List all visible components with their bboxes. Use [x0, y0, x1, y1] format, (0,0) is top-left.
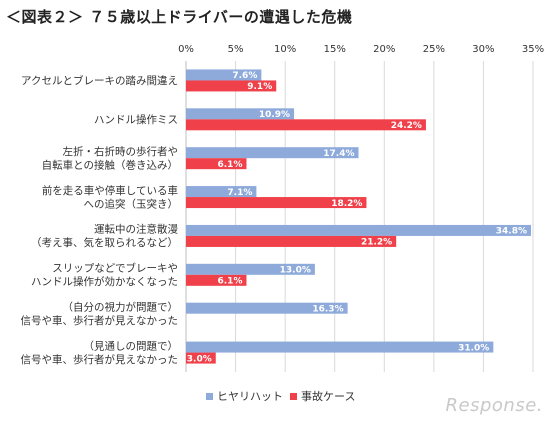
x-tick-label: 20% [373, 44, 395, 55]
category-label: 運転中の注意散漫 [94, 223, 178, 236]
chart-title: ＜図表２＞ ７５歳以上ドライバーの遭遇した危機 [6, 8, 353, 26]
legend-swatch [206, 393, 213, 400]
bar [186, 263, 315, 275]
data-label: 7.6% [232, 71, 257, 81]
bar [186, 274, 247, 286]
category-labels: アクセルとブレーキの踏み間違えハンドル操作ミス左折・右折時の歩行者や自転車との接… [21, 74, 179, 366]
legend-swatch [290, 393, 297, 400]
category-label: 自転車との接触（巻き込み） [42, 158, 178, 171]
x-tick-label: 15% [324, 44, 346, 55]
bar [186, 119, 426, 131]
data-label: 13.0% [280, 266, 311, 276]
bar [186, 302, 348, 314]
bar [186, 235, 397, 247]
data-label: 18.2% [331, 199, 362, 209]
category-label: 前を走る車や停車している車 [42, 184, 178, 197]
data-label: 3.0% [187, 354, 212, 364]
data-labels: 7.6%9.1% 10.9% 24.2% 17.4% 6.1% 7.1% 18.2% 34.8… [187, 71, 527, 364]
bar [186, 224, 532, 236]
legend: ヒヤリハット 事故ケース [206, 389, 355, 403]
data-label: 24.2% [391, 121, 422, 131]
data-label: 10.9% [259, 110, 290, 120]
category-label: （考え事、気を取られるなど） [31, 236, 178, 249]
data-label: 6.1% [218, 277, 243, 287]
category-label: への追突（玉突き） [84, 197, 179, 210]
category-label: 信号や車、歩行者が見えなかった [21, 314, 179, 327]
data-label: 7.1% [227, 188, 252, 198]
data-label: 31.0% [458, 343, 489, 353]
x-tick-label: 10% [274, 44, 296, 55]
x-axis-ticks: 0% 5% 10% 15% 20% 25% 30% 35% [178, 44, 544, 55]
category-label: （見通しの問題で） [84, 340, 179, 352]
category-label: 左折・右折時の歩行者や [63, 145, 179, 158]
bar [186, 158, 247, 170]
legend-label: ヒヤリハット [217, 390, 283, 403]
legend-label: 事故ケース [301, 389, 355, 403]
category-label: アクセルとブレーキの踏み間違え [21, 74, 178, 87]
bar [186, 352, 216, 364]
x-tick-label: 5% [228, 44, 244, 55]
bars [186, 69, 532, 364]
bar [186, 108, 295, 120]
data-label: 17.4% [323, 149, 354, 159]
gridlines [185, 61, 534, 372]
category-label: 信号や車、歩行者が見えなかった [21, 353, 179, 366]
x-tick-label: 30% [472, 44, 494, 55]
bar [186, 80, 277, 92]
x-tick-label: 25% [423, 44, 445, 55]
data-label: 9.1% [247, 82, 272, 92]
data-label: 6.1% [218, 160, 243, 170]
category-label: ハンドル操作が効かなくなった [31, 275, 178, 288]
bar [186, 69, 262, 81]
category-label: スリップなどでブレーキや [52, 262, 178, 275]
bar [186, 197, 367, 209]
bar [186, 147, 359, 159]
x-tick-label: 35% [522, 44, 544, 55]
watermark-logo: Response. [445, 395, 543, 416]
bar [186, 341, 494, 353]
data-label: 34.8% [496, 227, 527, 237]
category-label: （自分の視力が問題で） [63, 300, 179, 313]
bar [186, 186, 257, 198]
x-tick-label: 0% [178, 44, 194, 55]
data-label: 16.3% [312, 304, 343, 314]
category-label: ハンドル操作ミス [94, 113, 178, 126]
data-label: 21.2% [361, 238, 392, 248]
